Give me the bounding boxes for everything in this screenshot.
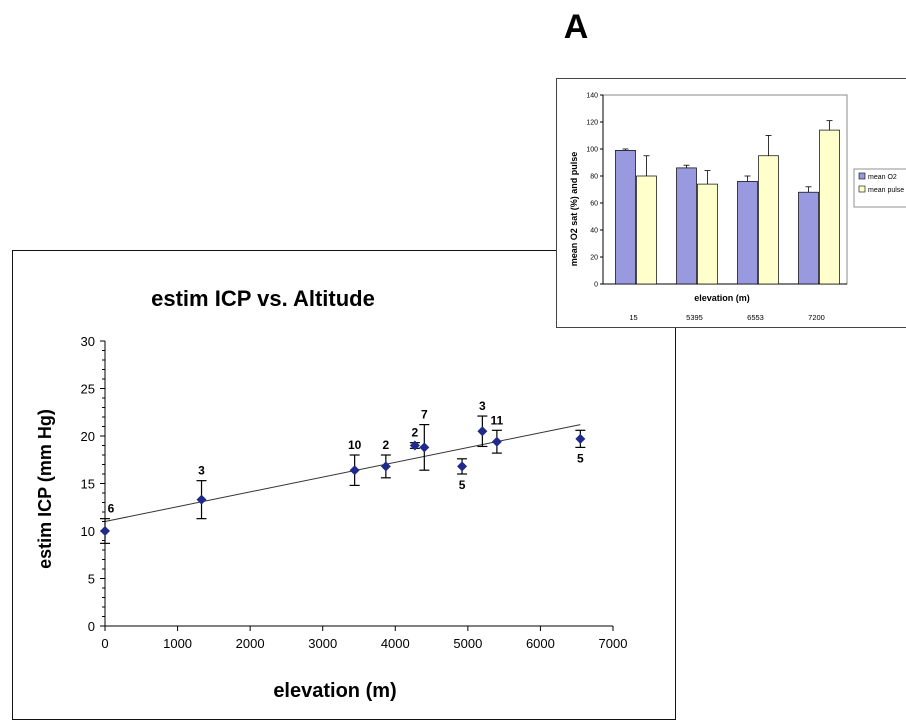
y-tick-label: 0 bbox=[88, 619, 95, 634]
bar bbox=[697, 183, 718, 285]
inset-category-label: 6553 bbox=[747, 313, 764, 322]
x-tick-label: 6000 bbox=[526, 636, 555, 651]
data-point bbox=[491, 436, 502, 447]
n-label: 5 bbox=[577, 451, 584, 465]
inset-x-axis-label: elevation (m) bbox=[694, 293, 750, 303]
legend-label: mean pulse bbox=[868, 187, 904, 194]
legend-swatch bbox=[858, 172, 866, 180]
inset-y-axis-label: mean O2 sat (%) and pulse bbox=[569, 152, 579, 267]
bar bbox=[758, 155, 779, 285]
x-tick-label: 4000 bbox=[381, 636, 410, 651]
n-label: 3 bbox=[198, 464, 205, 478]
n-label: 6 bbox=[108, 502, 115, 516]
bar bbox=[615, 149, 636, 285]
legend-label: mean O2 bbox=[868, 174, 897, 181]
x-tick-label: 7000 bbox=[599, 636, 628, 651]
inset-chart-frame: mean O2 sat (%) and pulse elevation (m) … bbox=[556, 78, 906, 328]
n-label: 5 bbox=[459, 478, 466, 492]
x-tick-label: 2000 bbox=[236, 636, 265, 651]
data-point bbox=[419, 442, 430, 453]
y-tick-label: 20 bbox=[81, 429, 95, 444]
data-point bbox=[100, 526, 110, 536]
y-tick-label: 25 bbox=[81, 382, 95, 397]
bar bbox=[798, 191, 819, 285]
inset-y-tick-label: 100 bbox=[586, 147, 598, 154]
inset-y-tick-label: 40 bbox=[590, 228, 598, 235]
n-label: 3 bbox=[479, 399, 486, 413]
inset-y-tick-label: 20 bbox=[590, 255, 598, 262]
inset-category-label: 15 bbox=[629, 313, 637, 322]
inset-y-tick-label: 0 bbox=[594, 282, 598, 289]
inset-category-label: 7200 bbox=[808, 313, 825, 322]
n-label: 2 bbox=[383, 438, 390, 452]
bar bbox=[737, 181, 758, 285]
trendline bbox=[104, 424, 581, 522]
n-label: 2 bbox=[412, 426, 419, 440]
x-tick-label: 5000 bbox=[453, 636, 482, 651]
data-point bbox=[477, 426, 488, 437]
x-tick-label: 3000 bbox=[308, 636, 337, 651]
x-axis-label: elevation (m) bbox=[273, 680, 396, 702]
inset-y-tick-label: 80 bbox=[590, 174, 598, 181]
x-tick-label: 1000 bbox=[163, 636, 192, 651]
data-point bbox=[196, 494, 207, 505]
data-point bbox=[380, 461, 391, 472]
y-axis-label: estim ICP (mm Hg) bbox=[35, 409, 55, 569]
bar bbox=[676, 167, 697, 285]
bar bbox=[636, 175, 657, 285]
inset-y-tick-label: 120 bbox=[586, 120, 598, 127]
chart-title: estim ICP vs. Altitude bbox=[151, 286, 375, 311]
n-label: 10 bbox=[348, 438, 362, 452]
y-tick-label: 15 bbox=[81, 477, 95, 492]
data-point bbox=[457, 461, 468, 472]
bar bbox=[819, 129, 840, 285]
y-tick-label: 10 bbox=[81, 524, 95, 539]
x-tick-label: 0 bbox=[101, 636, 108, 651]
y-tick-label: 5 bbox=[88, 572, 95, 587]
data-point bbox=[575, 433, 586, 444]
inset-category-label: 5395 bbox=[686, 313, 703, 322]
n-label: 7 bbox=[421, 408, 428, 422]
inset-y-tick-label: 60 bbox=[590, 201, 598, 208]
data-point bbox=[349, 465, 360, 476]
n-label: 11 bbox=[491, 413, 504, 427]
data-point bbox=[409, 440, 420, 451]
icp-scatter-chart: estim ICP vs. Altitude estim ICP (mm Hg)… bbox=[35, 286, 628, 702]
legend-swatch bbox=[858, 185, 866, 193]
y-tick-label: 30 bbox=[81, 334, 95, 349]
o2-pulse-bar-chart: mean O2 sat (%) and pulse elevation (m) … bbox=[569, 93, 906, 322]
panel-label: A bbox=[563, 8, 589, 46]
main-chart-frame: estim ICP vs. Altitude estim ICP (mm Hg)… bbox=[12, 250, 676, 720]
inset-y-tick-label: 140 bbox=[586, 93, 598, 100]
inset-legend: mean O2 mean pulse bbox=[853, 168, 906, 208]
